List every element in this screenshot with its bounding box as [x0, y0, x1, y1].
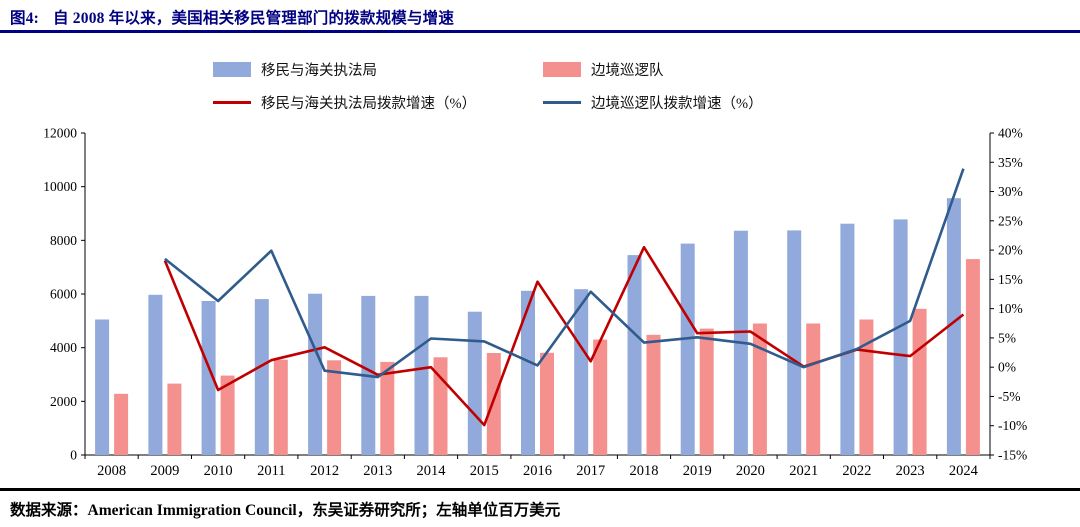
combo-chart: 0 2000 4000 6000 8000 10000 12000 -15% -10% -5% 0%… [43, 126, 1027, 480]
legend-item-ice-bars: 移民与海关执法局 [213, 59, 543, 80]
bar-ice [414, 295, 429, 455]
bar-bp [273, 359, 288, 455]
year-label: 2013 [363, 463, 392, 479]
legend-label-bp-growth-line: 边境巡逻队拨款增速（%） [591, 96, 763, 112]
year-label: 2024 [949, 463, 979, 479]
legend-swatch-ice-bars [213, 62, 251, 77]
bar-ice [574, 289, 589, 455]
figure-number-label: 图4: [10, 10, 40, 27]
bar-bp [327, 360, 342, 455]
source-note: 数据来源：American Immigration Council，东吴证券研究… [10, 502, 561, 519]
year-label: 2016 [523, 463, 552, 479]
axes: 0 2000 4000 6000 8000 10000 12000 -15% -10% -5% 0%… [43, 126, 1027, 463]
year-label: 2018 [630, 463, 659, 479]
bar-ice [946, 198, 961, 455]
title-divider [0, 30, 1080, 33]
left-axis-tick-label: 0 [70, 448, 77, 463]
figure-title-text: 自 2008 年以来，美国相关移民管理部门的拨款规模与增速 [53, 10, 455, 27]
right-axis-tick-label: -10% [998, 418, 1027, 433]
right-axis-tick-label: 5% [998, 330, 1016, 345]
left-axis-tick-label: 2000 [50, 394, 77, 409]
left-axis-tick-label: 8000 [50, 233, 77, 248]
legend-item-bp-growth-line: 边境巡逻队拨款增速（%） [543, 92, 763, 113]
bar-ice [840, 223, 855, 455]
legend-swatch-bp-bars [543, 62, 581, 77]
chart-legend: 移民与海关执法局 边境巡逻队 移民与海关执法局拨款增速（%） 边境巡逻队拨款增速… [213, 59, 763, 113]
footer-divider [0, 488, 1080, 491]
year-label: 2015 [470, 463, 499, 479]
x-axis-labels: 2008 2009 2010 2011 2012 2013 2014 2015 2016 2017… [97, 463, 979, 479]
bar-bp [486, 353, 501, 455]
bar-ice [148, 294, 163, 455]
bar-ice [787, 230, 802, 455]
bar-ice [521, 290, 535, 455]
bar-bp [167, 383, 182, 455]
bar-bp [965, 259, 980, 455]
bar-ice [95, 319, 110, 455]
bar-ice [467, 311, 482, 455]
legend-item-bp-bars: 边境巡逻队 [543, 59, 763, 80]
bar-ice [308, 293, 323, 455]
bars-bp [114, 259, 980, 455]
year-label: 2014 [417, 463, 447, 479]
year-label: 2023 [896, 463, 925, 479]
bar-bp [380, 361, 395, 455]
bar-bp [646, 334, 661, 455]
legend-label-ice-growth-line: 移民与海关执法局拨款增速（%） [261, 96, 477, 112]
right-axis-tick-label: 40% [998, 126, 1023, 141]
year-label: 2011 [257, 463, 285, 479]
bar-bp [912, 308, 927, 455]
left-axis-tick-label: 12000 [43, 126, 77, 141]
right-axis-tick-label: 35% [998, 155, 1023, 170]
year-label: 2022 [842, 463, 871, 479]
bar-bp [593, 339, 608, 455]
right-axis-tick-label: 10% [998, 301, 1023, 316]
figure-title: 图4: 自 2008 年以来，美国相关移民管理部门的拨款规模与增速 [10, 6, 454, 28]
right-axis-tick-label: -5% [998, 389, 1021, 404]
bar-bp [699, 328, 714, 455]
year-label: 2017 [576, 463, 605, 479]
bar-ice [627, 255, 642, 455]
bar-bp [859, 319, 874, 455]
legend-label-ice-bars: 移民与海关执法局 [261, 63, 377, 79]
bar-bp [114, 393, 129, 455]
year-label: 2010 [204, 463, 233, 479]
right-axis-tick-label: -15% [998, 448, 1027, 463]
year-label: 2020 [736, 463, 765, 479]
year-label: 2009 [150, 463, 179, 479]
bar-ice [201, 301, 216, 455]
right-axis-tick-label: 30% [998, 184, 1023, 199]
left-axis-tick-label: 6000 [50, 287, 77, 302]
year-label: 2008 [97, 463, 126, 479]
line-bp_growth [164, 168, 965, 379]
bar-bp [752, 323, 767, 455]
legend-item-ice-growth-line: 移民与海关执法局拨款增速（%） [213, 92, 543, 113]
right-axis-tick-label: 20% [998, 243, 1023, 258]
bar-bp [806, 323, 821, 455]
year-label: 2021 [789, 463, 818, 479]
year-label: 2019 [683, 463, 712, 479]
right-axis-tick-label: 15% [998, 272, 1023, 287]
bar-bp [540, 352, 554, 455]
right-axis-tick-label: 25% [998, 213, 1023, 228]
bar-ice [893, 219, 908, 455]
legend-swatch-bp-growth-line [543, 100, 581, 105]
bar-ice [680, 243, 695, 455]
bar-ice [254, 299, 269, 455]
right-axis-tick-label: 0% [998, 360, 1016, 375]
bar-bp [220, 375, 235, 455]
left-axis-tick-label: 4000 [50, 340, 77, 355]
year-label: 2012 [310, 463, 339, 479]
legend-swatch-ice-growth-line [213, 100, 251, 105]
left-axis-tick-label: 10000 [43, 179, 77, 194]
legend-label-bp-bars: 边境巡逻队 [591, 63, 664, 79]
